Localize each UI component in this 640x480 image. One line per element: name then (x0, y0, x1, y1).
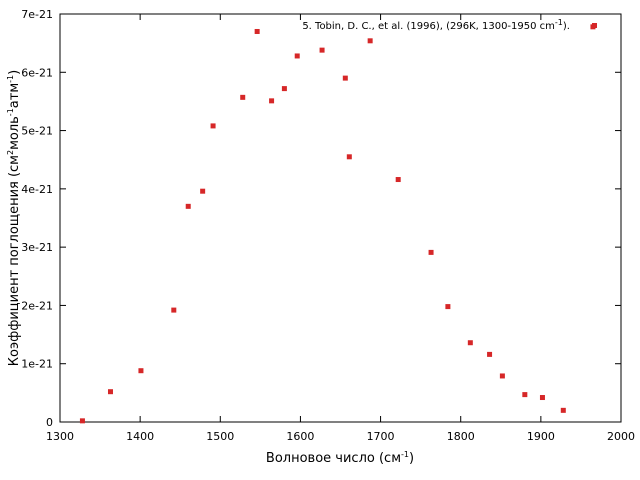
data-point (428, 249, 434, 255)
data-point (522, 392, 528, 398)
y-tick-label: 6e-21 (21, 66, 53, 79)
y-axis: 0 1e-21 2e-21 3e-21 4e-21 5e-21 6e-21 7e-21 (21, 8, 621, 429)
legend-marker (592, 23, 597, 28)
data-point (269, 98, 275, 104)
data-point (200, 188, 206, 194)
x-tick-label: 1800 (447, 430, 475, 443)
data-point (294, 53, 300, 59)
data-series (79, 24, 596, 424)
data-point (240, 94, 246, 100)
data-point (210, 123, 216, 129)
data-point (395, 177, 401, 183)
data-point (346, 154, 352, 160)
data-point (467, 340, 473, 346)
data-point (171, 307, 177, 313)
data-point (445, 304, 451, 310)
x-tick-label: 1700 (367, 430, 395, 443)
legend: 5. Tobin, D. C., et al. (1996), (296K, 1… (302, 18, 597, 32)
x-tick-label: 1400 (126, 430, 154, 443)
data-point (487, 351, 493, 357)
data-point (367, 38, 373, 44)
legend-label: 5. Tobin, D. C., et al. (1996), (296K, 1… (302, 18, 570, 32)
data-point (499, 373, 505, 379)
y-tick-label: 0 (46, 416, 53, 429)
x-axis: 1300 1400 1500 1600 1700 1800 1900 2000 (46, 14, 635, 443)
x-tick-label: 1300 (46, 430, 74, 443)
plot-frame (59, 13, 622, 423)
data-point (138, 368, 144, 374)
x-tick-label: 1600 (286, 430, 314, 443)
data-point (560, 407, 566, 413)
y-tick-label: 3e-21 (21, 241, 53, 254)
data-point (319, 47, 325, 53)
data-point (185, 203, 191, 209)
y-axis-title: Коэффициент поглощения (см2моль-1атм-1) (6, 70, 22, 366)
y-tick-label: 2e-21 (21, 299, 53, 312)
x-axis-title: Волновое число (см-1) (266, 450, 414, 466)
y-tick-label: 4e-21 (21, 183, 53, 196)
data-point (254, 28, 260, 34)
x-tick-label: 2000 (607, 430, 635, 443)
x-tick-label: 1500 (206, 430, 234, 443)
x-tick-label: 1900 (527, 430, 555, 443)
data-point (539, 395, 545, 401)
data-point (79, 418, 85, 424)
data-point (107, 389, 113, 395)
y-tick-label: 1e-21 (21, 358, 53, 371)
y-tick-label: 5e-21 (21, 125, 53, 138)
data-point (281, 86, 287, 92)
y-tick-label: 7e-21 (21, 8, 53, 21)
data-point (342, 75, 348, 81)
